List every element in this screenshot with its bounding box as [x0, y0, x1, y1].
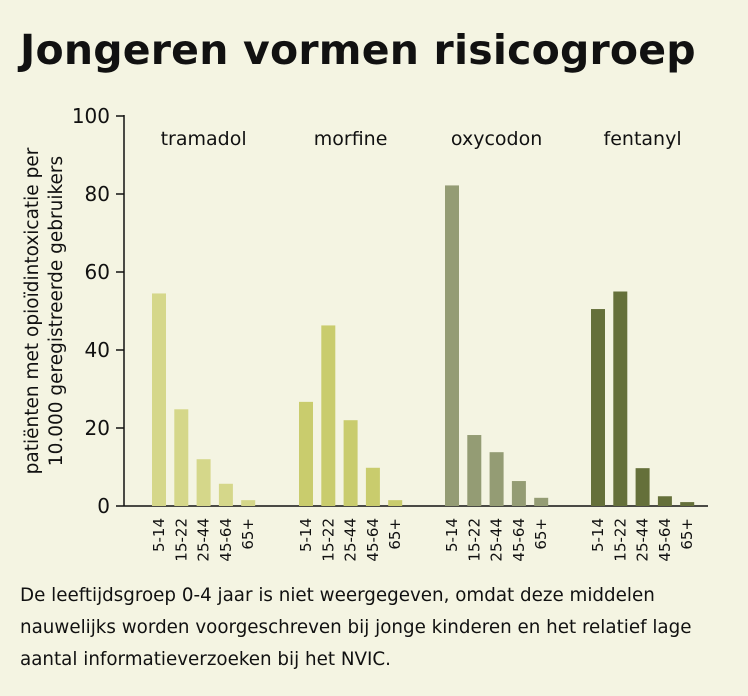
x-tick-label: 25-44 [634, 518, 652, 562]
x-tick-label: 5-14 [589, 518, 607, 552]
x-tick-label: 25-44 [488, 518, 506, 562]
x-tick-label: 25-44 [195, 518, 213, 562]
bar-tramadol-15-22 [174, 409, 189, 506]
bar-fentanyl-5-14 [591, 309, 605, 506]
bar-tramadol-45-64 [218, 483, 233, 506]
y-tick-label: 100 [72, 104, 110, 128]
x-tick-label: 65+ [239, 518, 257, 550]
y-tick-label: 60 [85, 260, 110, 284]
bar-oxycodon-25-44 [489, 452, 504, 506]
bar-fentanyl-15-22 [613, 291, 628, 506]
bar-chart: patiënten met opioïdintoxicatie per 10.00… [22, 104, 708, 562]
bar-morfine-45-64 [365, 467, 380, 506]
group-labels: tramadol morfine oxycodon fentanyl [161, 128, 682, 150]
x-tick-label: 15-22 [611, 518, 629, 562]
y-tick-label: 40 [85, 338, 110, 362]
chart-title: Jongeren vormen risicogroep [20, 26, 696, 74]
bar-fentanyl-65+ [680, 502, 695, 506]
bar-oxycodon-15-22 [467, 435, 482, 506]
bar-morfine-25-44 [343, 420, 358, 506]
y-tick-label: 80 [85, 182, 110, 206]
y-axis-label-line: patiënten met opioïdintoxicatie per [22, 147, 43, 474]
x-tick-label: 65+ [678, 518, 696, 550]
x-tick-label: 45-64 [364, 518, 382, 562]
footnote: De leeftijdsgroep 0-4 jaar is niet weerg… [20, 585, 692, 670]
group-label-morfine: morfine [314, 128, 388, 150]
group-label-oxycodon: oxycodon [451, 128, 542, 150]
bar-morfine-65+ [388, 500, 403, 506]
y-axis-label: patiënten met opioïdintoxicatie per 10.00… [22, 147, 67, 474]
y-tick-label: 0 [97, 494, 110, 518]
group-label-tramadol: tramadol [161, 128, 247, 150]
bars [152, 185, 695, 507]
bar-oxycodon-45-64 [511, 481, 526, 506]
bar-tramadol-25-44 [196, 459, 211, 506]
y-axis-label-line: 10.000 geregistreerde gebruikers [46, 156, 67, 466]
x-tick-label: 5-14 [297, 518, 315, 552]
x-tick-label: 15-22 [465, 518, 483, 562]
x-tick-label: 5-14 [443, 518, 461, 552]
bar-morfine-5-14 [299, 401, 313, 506]
bar-fentanyl-45-64 [657, 496, 672, 506]
x-tick-label: 45-64 [656, 518, 674, 562]
x-tick-label: 45-64 [217, 518, 235, 562]
x-tick-label: 65+ [386, 518, 404, 550]
x-tick-label: 65+ [532, 518, 550, 550]
y-axis: 0 20 40 60 80 100 [72, 104, 125, 518]
x-tick-label: 25-44 [342, 518, 360, 562]
y-tick-label: 20 [85, 416, 110, 440]
x-tick-label: 15-22 [319, 518, 337, 562]
bar-morfine-15-22 [321, 325, 336, 506]
x-tick-label: 45-64 [510, 518, 528, 562]
bar-fentanyl-25-44 [635, 468, 650, 506]
bar-tramadol-65+ [241, 500, 256, 506]
group-label-fentanyl: fentanyl [604, 128, 682, 150]
x-tick-label: 5-14 [150, 518, 168, 552]
x-tick-labels: 5-14 15-22 25-44 45-64 65+ 5-14 15-22 25-44 45-6… [150, 518, 696, 562]
bar-oxycodon-5-14 [445, 185, 459, 507]
bar-oxycodon-65+ [534, 497, 549, 506]
x-tick-label: 15-22 [172, 518, 190, 562]
bar-tramadol-5-14 [152, 293, 166, 506]
